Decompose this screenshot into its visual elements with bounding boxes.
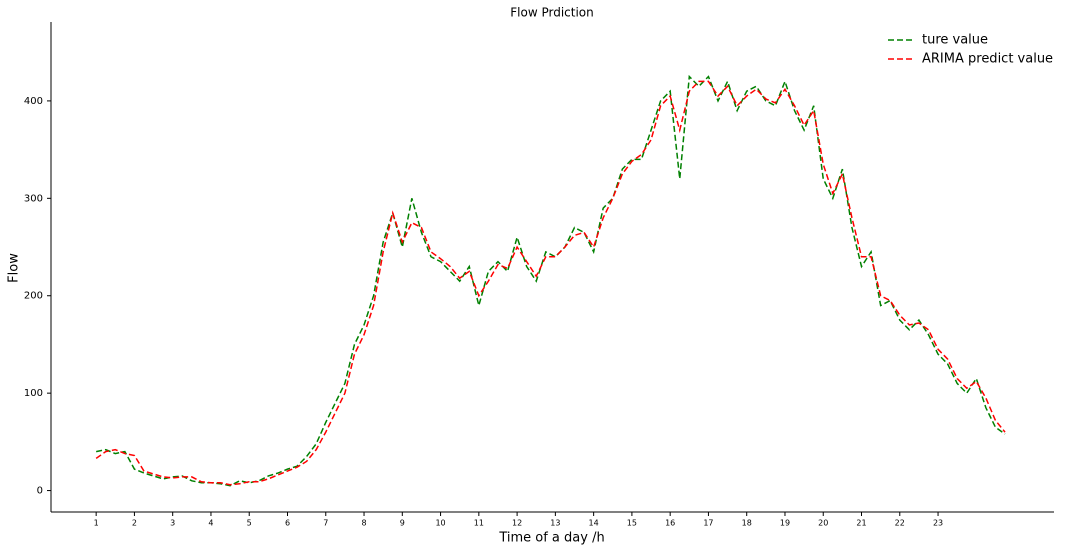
chart-title: Flow Prdiction xyxy=(510,6,594,20)
x-tick-label: 7 xyxy=(323,519,328,528)
x-tick-label: 17 xyxy=(703,519,713,528)
x-tick-label: 12 xyxy=(512,519,522,528)
x-tick-label: 18 xyxy=(742,519,752,528)
legend-label: ARIMA predict value xyxy=(922,52,1053,67)
x-tick-label: 16 xyxy=(665,519,675,528)
x-tick-label: 8 xyxy=(361,519,366,528)
x-tick-label: 9 xyxy=(400,519,405,528)
y-tick-label: 200 xyxy=(24,291,43,302)
x-tick-label: 3 xyxy=(170,519,175,528)
x-tick-label: 11 xyxy=(474,519,484,528)
y-tick-label: 100 xyxy=(24,388,43,399)
x-tick-label: 5 xyxy=(247,519,252,528)
x-tick-label: 13 xyxy=(550,519,560,528)
y-tick-label: 300 xyxy=(24,193,43,204)
series-line xyxy=(96,74,1006,487)
y-tick-label: 0 xyxy=(37,486,43,497)
x-tick-label: 15 xyxy=(627,519,637,528)
x-tick-label: 22 xyxy=(895,519,905,528)
x-tick-label: 2 xyxy=(132,519,137,528)
x-tick-label: 1 xyxy=(94,519,99,528)
x-tick-label: 4 xyxy=(208,519,213,528)
x-tick-label: 20 xyxy=(818,519,828,528)
x-tick-label: 19 xyxy=(780,519,790,528)
x-tick-label: 23 xyxy=(933,519,943,528)
x-tick-label: 10 xyxy=(435,519,445,528)
y-axis-label: Flow xyxy=(7,253,22,283)
x-axis-label: Time of a day /h xyxy=(498,531,604,546)
y-tick-label: 400 xyxy=(24,96,43,107)
series-line xyxy=(95,80,1006,486)
x-tick-label: 14 xyxy=(589,519,599,528)
legend-label: ture value xyxy=(922,33,988,48)
x-tick-label: 6 xyxy=(285,519,290,528)
x-tick-label: 21 xyxy=(856,519,866,528)
